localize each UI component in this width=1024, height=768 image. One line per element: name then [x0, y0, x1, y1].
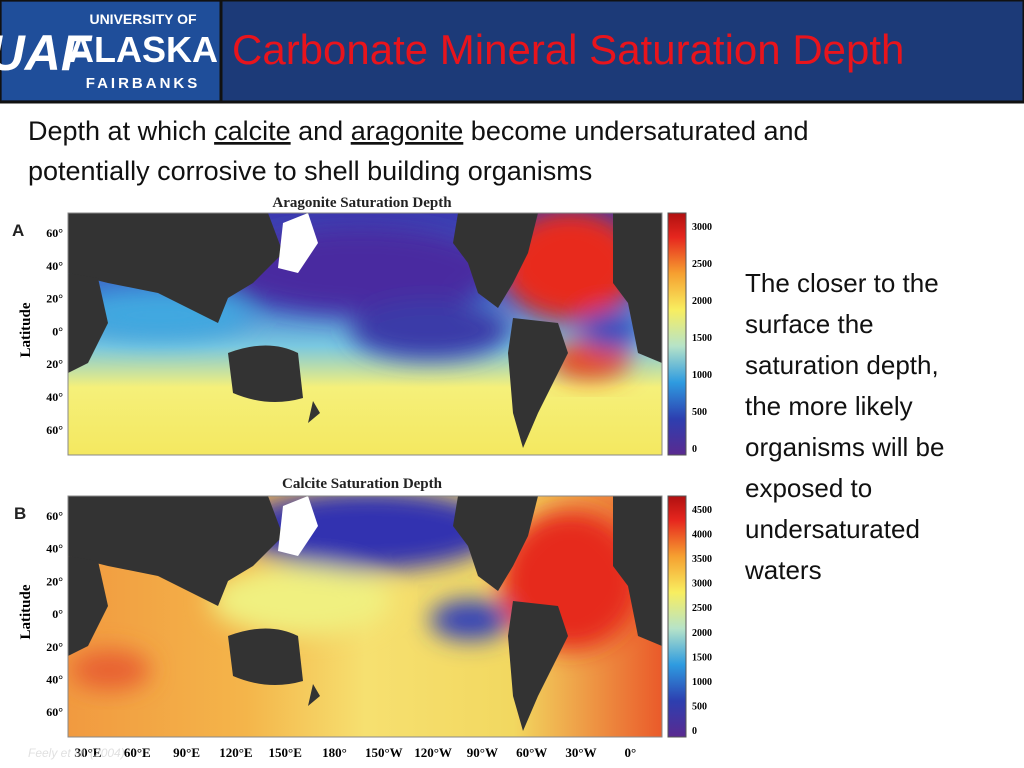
- colorbar-label: 3500: [692, 554, 712, 565]
- panel-title: Calcite Saturation Depth: [282, 476, 443, 492]
- latitude-label: 60°: [46, 705, 63, 719]
- longitude-label: 0°: [624, 745, 636, 760]
- intro-text: Depth at which calcite and aragonite bec…: [28, 116, 809, 146]
- slide-title: Carbonate Mineral Saturation Depth: [232, 26, 904, 73]
- colorbar-label: 3000: [692, 222, 712, 233]
- intro-text: potentially corrosive to shell building …: [28, 156, 592, 186]
- colorbar: [667, 495, 687, 738]
- side-text: undersaturated: [745, 514, 920, 544]
- longitude-label: 60°E: [124, 745, 151, 760]
- colorbar-label: 1500: [692, 652, 712, 663]
- colorbar-label: 4000: [692, 530, 712, 541]
- latitude-label: 60°: [46, 509, 63, 523]
- latitude-label: 40°: [46, 259, 63, 273]
- intro-part: Depth at which: [28, 116, 214, 146]
- underlined-term: calcite: [214, 116, 291, 146]
- panel-letter: A: [12, 221, 24, 240]
- colorbar-label: 2000: [692, 628, 712, 639]
- intro-part: become undersaturated and: [463, 116, 808, 146]
- axis-label: Latitude: [18, 584, 34, 639]
- side-text: organisms will be: [745, 432, 944, 462]
- panel-letter: B: [14, 504, 26, 523]
- map-frame: [67, 212, 663, 456]
- side-text: surface the: [745, 309, 874, 339]
- latitude-label: 40°: [46, 390, 63, 404]
- colorbar-label: 500: [692, 407, 707, 418]
- side-text: The closer to the: [745, 268, 939, 298]
- map-frame: [67, 495, 663, 738]
- colorbar-label: 500: [692, 701, 707, 712]
- underlined-term: aragonite: [351, 116, 464, 146]
- axis-label: Latitude: [18, 302, 34, 357]
- logo-line: UNIVERSITY OF: [89, 11, 197, 27]
- intro-part: and: [291, 116, 351, 146]
- latitude-label: 20°: [46, 640, 63, 654]
- panel-title: Aragonite Saturation Depth: [272, 195, 452, 211]
- colorbar: [667, 212, 687, 456]
- latitude-label: 60°: [46, 226, 63, 240]
- latitude-label: 20°: [46, 292, 63, 306]
- longitude-label: 90°W: [467, 745, 498, 760]
- dynamic-labels: Aragonite Saturation Depth A Latitude 60° 40…: [12, 195, 944, 760]
- colorbar-label: 1000: [692, 370, 712, 381]
- colorbar-label: 2500: [692, 259, 712, 270]
- longitude-label: 120°E: [219, 745, 252, 760]
- side-text: saturation depth,: [745, 350, 939, 380]
- colorbar-label: 2500: [692, 603, 712, 614]
- colorbar-label: 1000: [692, 677, 712, 688]
- colorbar-label: 3000: [692, 579, 712, 590]
- latitude-label: 20°: [46, 357, 63, 371]
- side-text: exposed to: [745, 473, 872, 503]
- side-text: the more likely: [745, 391, 913, 421]
- longitude-label: 120°W: [414, 745, 452, 760]
- longitude-label: 90°E: [173, 745, 200, 760]
- longitude-label: 150°E: [269, 745, 302, 760]
- side-text: waters: [744, 555, 822, 585]
- longitude-label: 150°W: [365, 745, 403, 760]
- map-a: [68, 213, 662, 455]
- latitude-label: 0°: [52, 324, 63, 338]
- logo-mark: UAF: [0, 25, 93, 81]
- map-b: [68, 496, 662, 737]
- logo-line: FAIRBANKS: [86, 75, 201, 92]
- longitude-label: 180°: [322, 745, 347, 760]
- latitude-label: 0°: [52, 607, 63, 621]
- latitude-label: 40°: [46, 542, 63, 556]
- colorbar-label: 0: [692, 726, 697, 737]
- latitude-label: 60°: [46, 423, 63, 437]
- logo-line: ALASKA: [68, 29, 218, 70]
- colorbar-label: 2000: [692, 296, 712, 307]
- logo-box: [2, 2, 220, 100]
- latitude-label: 40°: [46, 673, 63, 687]
- latitude-label: 20°: [46, 574, 63, 588]
- colorbar-label: 1500: [692, 333, 712, 344]
- credit: Feely et al. (2004): [28, 746, 125, 760]
- longitude-label: 60°W: [516, 745, 547, 760]
- longitude-label: 30°W: [565, 745, 596, 760]
- longitude-label: 30°E: [75, 745, 102, 760]
- colorbar-label: 0: [692, 444, 697, 455]
- colorbar-label: 4500: [692, 505, 712, 516]
